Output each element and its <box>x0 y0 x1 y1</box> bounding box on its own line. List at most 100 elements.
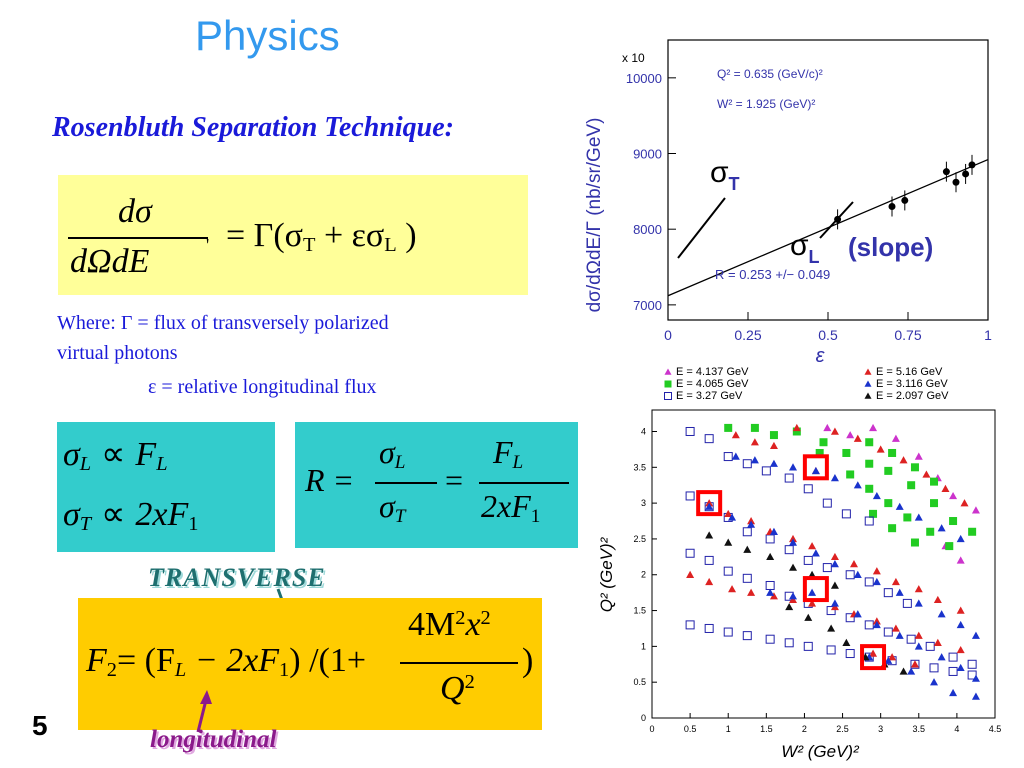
highlight-box <box>696 490 723 517</box>
triangle-marker <box>808 599 817 607</box>
open-square-marker <box>784 638 794 648</box>
sigma-t-arrow <box>677 197 726 259</box>
triangle-marker <box>937 524 946 532</box>
triangle-marker <box>705 502 714 510</box>
triangle-marker <box>899 667 908 675</box>
data-marker <box>952 178 960 186</box>
coverage-x-axis-label: W² (GeV)² <box>781 742 860 761</box>
triangle-marker <box>853 610 862 618</box>
where-line-1: Where: Γ = flux of transversely polarize… <box>57 312 389 334</box>
rosenbluth-r-annotation: R = 0.253 +/− 0.049 <box>715 267 830 282</box>
triangle-marker <box>864 380 872 387</box>
square-marker <box>926 527 935 536</box>
epsilon-explanation: ε = relative longitudinal flux <box>148 376 377 398</box>
open-square-marker <box>967 659 977 669</box>
triangle-marker <box>830 427 839 435</box>
triangle-marker <box>933 638 942 646</box>
triangle-marker <box>895 502 904 510</box>
triangle-marker <box>830 599 839 607</box>
y-tick-label: 1.5 <box>633 606 646 616</box>
triangle-marker <box>971 506 980 514</box>
open-square-marker <box>784 545 794 555</box>
slope-annotation: (slope) <box>848 232 933 262</box>
x-tick-label: 1 <box>984 327 992 343</box>
triangle-marker <box>853 570 862 578</box>
triangle-marker <box>956 645 965 654</box>
highlight-box <box>802 576 829 603</box>
triangle-marker <box>869 649 878 657</box>
open-square-marker <box>822 498 832 508</box>
open-square-marker <box>845 649 855 659</box>
square-marker <box>769 431 778 440</box>
open-square-marker <box>845 613 855 623</box>
f2-equation-box: F2= (FL − 2xF1) /(1+ 4M2x2 Q2 ) <box>78 598 542 730</box>
triangle-marker <box>956 620 965 629</box>
ratio-num-2: FL <box>493 434 524 473</box>
triangle-marker <box>827 624 836 632</box>
ratio-den-1: σT <box>379 488 406 527</box>
triangle-marker <box>842 638 851 646</box>
triangle-marker <box>971 674 980 682</box>
triangle-marker <box>914 631 923 639</box>
triangle-marker <box>846 431 855 439</box>
triangle-marker <box>895 631 904 639</box>
triangle-marker <box>750 456 759 464</box>
open-square-marker <box>761 466 771 476</box>
triangle-marker <box>937 653 946 661</box>
legend-item: E = 3.116 GeV <box>864 378 948 390</box>
rosenbluth-q2-annotation: Q² = 0.635 (GeV/c)² <box>717 67 823 81</box>
open-square-marker <box>765 580 775 590</box>
triangle-marker <box>949 491 958 500</box>
open-square-marker <box>803 555 813 565</box>
square-marker <box>869 509 878 518</box>
triangle-marker <box>971 631 980 639</box>
open-square-marker <box>723 627 733 637</box>
open-square-marker <box>845 570 855 580</box>
rosenbluth-data-point <box>901 190 909 211</box>
open-square-marker <box>685 620 695 630</box>
series-e-4-065-gev <box>724 423 977 551</box>
triangle-marker <box>853 434 862 442</box>
triangle-marker <box>785 602 794 611</box>
open-square-marker <box>784 473 794 483</box>
rosenbluth-data-point <box>942 161 950 182</box>
sigma-l-proportional: σL ∝ FL <box>63 436 168 476</box>
open-square-marker <box>883 627 893 637</box>
open-square-marker <box>664 392 672 400</box>
data-marker <box>968 161 976 169</box>
triangle-marker <box>808 542 817 550</box>
legend-label: E = 5.16 GeV <box>876 366 943 378</box>
x-tick-label: 2 <box>802 724 807 734</box>
triangle-marker <box>743 545 752 553</box>
triangle-marker <box>864 368 872 375</box>
open-square-marker <box>723 452 733 462</box>
series-e-3-116-gev <box>705 452 980 700</box>
triangle-marker <box>789 538 798 546</box>
cross-section-equation-box: dσ dΩdE ' = Γ(σT + εσL ) <box>58 175 528 295</box>
rosenbluth-y-multiplier: x 10 <box>622 51 645 65</box>
triangle-marker <box>769 441 778 450</box>
square-marker <box>910 538 919 547</box>
highlight-box <box>802 454 829 481</box>
y-tick-label: 3.5 <box>633 462 646 472</box>
triangle-marker <box>914 585 923 593</box>
triangle-marker <box>949 688 958 697</box>
triangle-marker <box>769 459 778 467</box>
coverage-plot-frame <box>651 409 996 719</box>
legend-label: E = 3.116 GeV <box>876 378 948 390</box>
triangle-marker <box>914 642 923 650</box>
eq-denominator: dΩdE <box>70 243 150 280</box>
y-tick-label: 0 <box>641 713 646 723</box>
data-marker <box>942 168 950 176</box>
triangle-marker <box>731 431 740 439</box>
triangle-marker <box>941 484 950 492</box>
triangle-marker <box>853 481 862 489</box>
proportionality-box: σL ∝ FL σT ∝ 2xF1 <box>57 422 275 552</box>
open-square-marker <box>803 484 813 494</box>
rosenbluth-data-point <box>888 196 896 217</box>
triangle-marker <box>914 513 923 521</box>
ratio-den-2: 2xF1 <box>481 488 541 527</box>
f2-close-paren: ) <box>522 642 534 679</box>
open-square-marker <box>883 588 893 598</box>
triangle-marker <box>872 577 881 586</box>
